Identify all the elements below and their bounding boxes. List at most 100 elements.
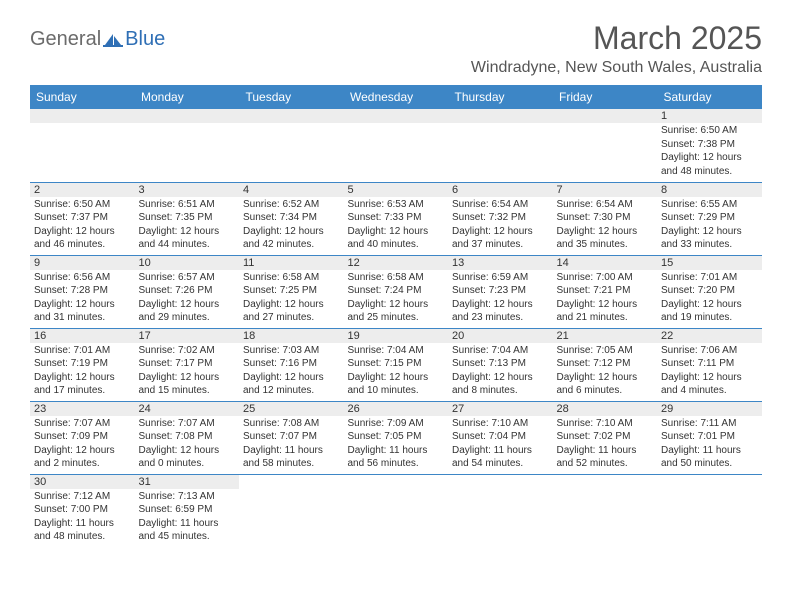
- day-number: 29: [657, 402, 762, 416]
- day-details: Sunrise: 7:12 AMSunset: 7:00 PMDaylight:…: [30, 489, 135, 547]
- day-details: Sunrise: 6:55 AMSunset: 7:29 PMDaylight:…: [657, 197, 762, 255]
- day-details: Sunrise: 6:51 AMSunset: 7:35 PMDaylight:…: [135, 197, 240, 255]
- sunrise-text: Sunrise: 7:07 AM: [34, 417, 131, 431]
- daylight-text: Daylight: 12 hours and 44 minutes.: [139, 225, 236, 252]
- location-text: Windradyne, New South Wales, Australia: [471, 59, 762, 77]
- calendar-cell: 26Sunrise: 7:09 AMSunset: 7:05 PMDayligh…: [344, 401, 449, 474]
- daylight-text: Daylight: 12 hours and 42 minutes.: [243, 225, 340, 252]
- day-details: Sunrise: 7:07 AMSunset: 7:09 PMDaylight:…: [30, 416, 135, 474]
- day-number: 27: [448, 402, 553, 416]
- sunset-text: Sunset: 7:08 PM: [139, 430, 236, 444]
- day-details: Sunrise: 7:00 AMSunset: 7:21 PMDaylight:…: [553, 270, 658, 328]
- calendar-cell: [239, 109, 344, 182]
- sunset-text: Sunset: 7:15 PM: [348, 357, 445, 371]
- day-details: Sunrise: 6:56 AMSunset: 7:28 PMDaylight:…: [30, 270, 135, 328]
- day-details: Sunrise: 6:50 AMSunset: 7:37 PMDaylight:…: [30, 197, 135, 255]
- daylight-text: Daylight: 12 hours and 35 minutes.: [557, 225, 654, 252]
- calendar-cell: 8Sunrise: 6:55 AMSunset: 7:29 PMDaylight…: [657, 182, 762, 255]
- sunset-text: Sunset: 7:29 PM: [661, 211, 758, 225]
- day-number: 3: [135, 183, 240, 197]
- day-details: Sunrise: 7:07 AMSunset: 7:08 PMDaylight:…: [135, 416, 240, 474]
- day-details: Sunrise: 7:01 AMSunset: 7:19 PMDaylight:…: [30, 343, 135, 401]
- calendar-cell: 16Sunrise: 7:01 AMSunset: 7:19 PMDayligh…: [30, 328, 135, 401]
- sunset-text: Sunset: 7:02 PM: [557, 430, 654, 444]
- day-number-empty: [553, 109, 658, 123]
- calendar-week-row: 23Sunrise: 7:07 AMSunset: 7:09 PMDayligh…: [30, 401, 762, 474]
- day-number: 24: [135, 402, 240, 416]
- day-number: 19: [344, 329, 449, 343]
- day-details: Sunrise: 7:13 AMSunset: 6:59 PMDaylight:…: [135, 489, 240, 547]
- sunset-text: Sunset: 7:26 PM: [139, 284, 236, 298]
- sunrise-text: Sunrise: 7:13 AM: [139, 490, 236, 504]
- sunrise-text: Sunrise: 6:54 AM: [452, 198, 549, 212]
- sunset-text: Sunset: 7:16 PM: [243, 357, 340, 371]
- sunset-text: Sunset: 7:12 PM: [557, 357, 654, 371]
- sunset-text: Sunset: 7:24 PM: [348, 284, 445, 298]
- calendar-week-row: 2Sunrise: 6:50 AMSunset: 7:37 PMDaylight…: [30, 182, 762, 255]
- sunrise-text: Sunrise: 7:04 AM: [452, 344, 549, 358]
- sunrise-text: Sunrise: 6:58 AM: [243, 271, 340, 285]
- sunrise-text: Sunrise: 6:54 AM: [557, 198, 654, 212]
- day-details: Sunrise: 7:06 AMSunset: 7:11 PMDaylight:…: [657, 343, 762, 401]
- calendar-cell: [344, 109, 449, 182]
- calendar-cell: 29Sunrise: 7:11 AMSunset: 7:01 PMDayligh…: [657, 401, 762, 474]
- day-number: 18: [239, 329, 344, 343]
- daylight-text: Daylight: 11 hours and 50 minutes.: [661, 444, 758, 471]
- daylight-text: Daylight: 12 hours and 15 minutes.: [139, 371, 236, 398]
- logo-text-blue: Blue: [125, 28, 165, 51]
- sunset-text: Sunset: 7:20 PM: [661, 284, 758, 298]
- calendar-cell: 21Sunrise: 7:05 AMSunset: 7:12 PMDayligh…: [553, 328, 658, 401]
- calendar-cell: 10Sunrise: 6:57 AMSunset: 7:26 PMDayligh…: [135, 255, 240, 328]
- daylight-text: Daylight: 12 hours and 37 minutes.: [452, 225, 549, 252]
- sunrise-text: Sunrise: 7:03 AM: [243, 344, 340, 358]
- calendar-cell: 1Sunrise: 6:50 AMSunset: 7:38 PMDaylight…: [657, 109, 762, 182]
- calendar-cell: 25Sunrise: 7:08 AMSunset: 7:07 PMDayligh…: [239, 401, 344, 474]
- sunset-text: Sunset: 7:00 PM: [34, 503, 131, 517]
- day-details: Sunrise: 6:52 AMSunset: 7:34 PMDaylight:…: [239, 197, 344, 255]
- weekday-header: Monday: [135, 85, 240, 109]
- sunset-text: Sunset: 7:30 PM: [557, 211, 654, 225]
- sunrise-text: Sunrise: 7:02 AM: [139, 344, 236, 358]
- daylight-text: Daylight: 12 hours and 33 minutes.: [661, 225, 758, 252]
- daylight-text: Daylight: 11 hours and 52 minutes.: [557, 444, 654, 471]
- sunset-text: Sunset: 7:04 PM: [452, 430, 549, 444]
- sunrise-text: Sunrise: 7:05 AM: [557, 344, 654, 358]
- calendar-cell: 11Sunrise: 6:58 AMSunset: 7:25 PMDayligh…: [239, 255, 344, 328]
- calendar-cell: 7Sunrise: 6:54 AMSunset: 7:30 PMDaylight…: [553, 182, 658, 255]
- daylight-text: Daylight: 11 hours and 48 minutes.: [34, 517, 131, 544]
- day-details: Sunrise: 6:58 AMSunset: 7:24 PMDaylight:…: [344, 270, 449, 328]
- sunrise-text: Sunrise: 7:11 AM: [661, 417, 758, 431]
- sunrise-text: Sunrise: 7:04 AM: [348, 344, 445, 358]
- daylight-text: Daylight: 12 hours and 10 minutes.: [348, 371, 445, 398]
- daylight-text: Daylight: 12 hours and 12 minutes.: [243, 371, 340, 398]
- daylight-text: Daylight: 12 hours and 8 minutes.: [452, 371, 549, 398]
- sunrise-text: Sunrise: 6:50 AM: [34, 198, 131, 212]
- day-details: Sunrise: 7:11 AMSunset: 7:01 PMDaylight:…: [657, 416, 762, 474]
- sunrise-text: Sunrise: 7:10 AM: [452, 417, 549, 431]
- daylight-text: Daylight: 12 hours and 19 minutes.: [661, 298, 758, 325]
- calendar-cell: 13Sunrise: 6:59 AMSunset: 7:23 PMDayligh…: [448, 255, 553, 328]
- calendar-cell: [553, 474, 658, 547]
- daylight-text: Daylight: 12 hours and 27 minutes.: [243, 298, 340, 325]
- sunrise-text: Sunrise: 6:51 AM: [139, 198, 236, 212]
- daylight-text: Daylight: 12 hours and 40 minutes.: [348, 225, 445, 252]
- day-number: 17: [135, 329, 240, 343]
- calendar-page: General Blue March 2025 Windradyne, New …: [0, 0, 792, 612]
- daylight-text: Daylight: 12 hours and 2 minutes.: [34, 444, 131, 471]
- calendar-cell: 22Sunrise: 7:06 AMSunset: 7:11 PMDayligh…: [657, 328, 762, 401]
- calendar-cell: [239, 474, 344, 547]
- day-details: Sunrise: 6:50 AMSunset: 7:38 PMDaylight:…: [657, 123, 762, 181]
- daylight-text: Daylight: 12 hours and 48 minutes.: [661, 151, 758, 178]
- calendar-cell: 12Sunrise: 6:58 AMSunset: 7:24 PMDayligh…: [344, 255, 449, 328]
- sunrise-text: Sunrise: 6:55 AM: [661, 198, 758, 212]
- calendar-cell: [657, 474, 762, 547]
- sunset-text: Sunset: 7:38 PM: [661, 138, 758, 152]
- day-details: Sunrise: 6:59 AMSunset: 7:23 PMDaylight:…: [448, 270, 553, 328]
- calendar-cell: 24Sunrise: 7:07 AMSunset: 7:08 PMDayligh…: [135, 401, 240, 474]
- day-details: Sunrise: 7:08 AMSunset: 7:07 PMDaylight:…: [239, 416, 344, 474]
- sunrise-text: Sunrise: 6:52 AM: [243, 198, 340, 212]
- page-header: General Blue March 2025 Windradyne, New …: [30, 20, 762, 77]
- day-number: 14: [553, 256, 658, 270]
- calendar-cell: 30Sunrise: 7:12 AMSunset: 7:00 PMDayligh…: [30, 474, 135, 547]
- weekday-header: Sunday: [30, 85, 135, 109]
